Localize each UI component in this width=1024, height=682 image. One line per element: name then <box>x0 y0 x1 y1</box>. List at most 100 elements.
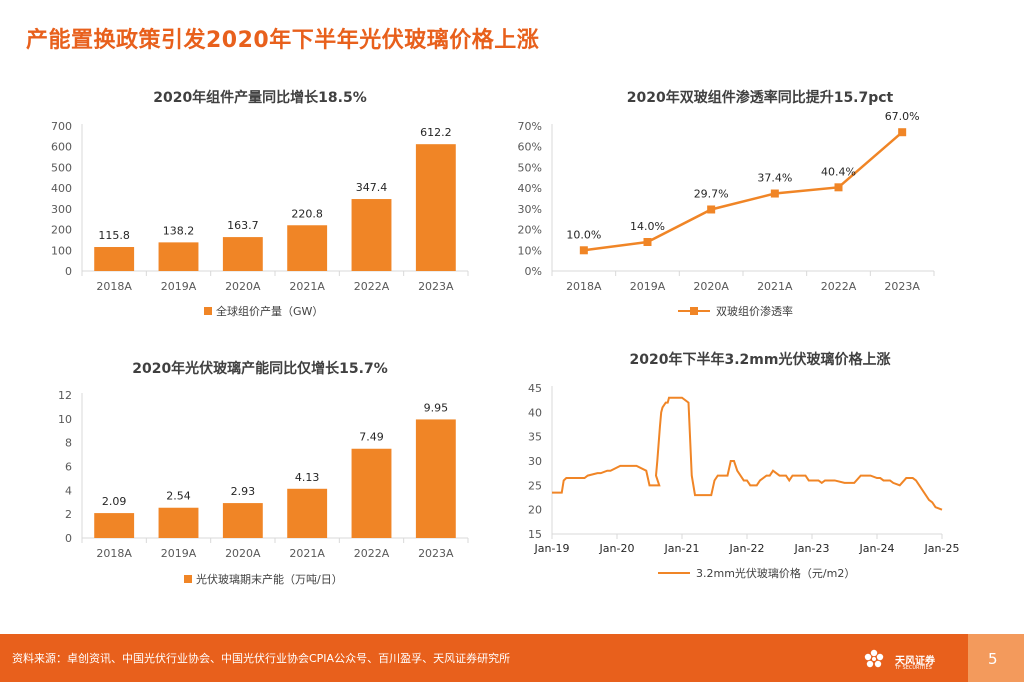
data-label: 9.95 <box>424 401 449 414</box>
y-tick-label: 500 <box>51 161 72 174</box>
y-tick-label: 100 <box>51 244 72 257</box>
chart-module-production-plot: 0 100 200 300 400 500 600 700 2018A 2019A 2020A 202… <box>51 120 469 318</box>
x-tick-label: 2019A <box>630 280 666 293</box>
legend-label: 光伏玻璃期末产能（万吨/日） <box>196 572 343 586</box>
y-tick-label: 40% <box>518 182 542 195</box>
x-tick-label: 2019A <box>161 280 197 293</box>
bar <box>415 419 456 538</box>
bar <box>287 488 328 538</box>
y-tick-label: 12 <box>58 389 72 402</box>
x-tick-label: Jan-23 <box>794 542 830 555</box>
y-tick-label: 8 <box>65 437 72 450</box>
data-point <box>770 189 779 198</box>
x-tick-label: Jan-20 <box>599 542 635 555</box>
chart-title: 2020年双玻组件渗透率同比提升15.7pct <box>626 90 894 106</box>
bar <box>351 199 392 271</box>
data-label: 347.4 <box>356 181 388 194</box>
chart-double-glass-penetration-plot: 0% 10% 20% 30% 40% 50% 60% 70% 2018A 2019A 2020A 20… <box>518 110 935 318</box>
footer-bar <box>0 634 1024 682</box>
chart-glass-capacity-plot: 0 2 4 6 8 10 12 2018A 2019A 2020A 2021A 2022A 2023A 2… <box>58 389 469 586</box>
data-label: 37.4% <box>757 172 792 185</box>
x-tick-label: Jan-22 <box>729 542 765 555</box>
source-note: 资料来源：卓创资讯、中国光伏行业协会、中国光伏行业协会CPIA公众号、百川盈孚、… <box>12 652 511 665</box>
data-label: 2.09 <box>102 495 127 508</box>
data-point <box>898 128 907 137</box>
y-tick-label: 300 <box>51 203 72 216</box>
y-tick-label: 10 <box>58 413 72 426</box>
y-tick-label: 40 <box>528 406 542 419</box>
bar <box>94 247 135 271</box>
data-label: 10.0% <box>566 228 601 241</box>
y-tick-label: 200 <box>51 224 72 237</box>
x-tick-label: 2023A <box>884 280 920 293</box>
data-point <box>834 183 843 192</box>
series-line <box>583 131 903 252</box>
bar <box>287 225 328 271</box>
x-tick-label: 2019A <box>161 547 197 560</box>
x-tick-label: 2022A <box>354 547 390 560</box>
bar <box>222 503 263 538</box>
logo-text: 天风证券 <box>895 656 935 667</box>
data-label: 4.13 <box>295 471 320 484</box>
y-tick-label: 0% <box>525 265 542 278</box>
y-tick-label: 600 <box>51 141 72 154</box>
legend-label: 3.2mm光伏玻璃价格（元/m2） <box>696 566 855 580</box>
chart-glass-price-plot: 15 20 25 30 35 40 45 Jan-19 Jan-20 Jan-21 Jan-22 Ja… <box>528 382 960 580</box>
bar <box>158 242 199 271</box>
x-tick-label: 2020A <box>693 280 729 293</box>
x-tick-label: 2023A <box>418 280 454 293</box>
legend-marker <box>690 307 698 315</box>
y-tick-label: 0 <box>65 532 72 545</box>
y-tick-label: 400 <box>51 182 72 195</box>
data-label: 40.4% <box>821 165 856 178</box>
data-point <box>579 246 588 255</box>
x-tick-label: Jan-21 <box>664 542 700 555</box>
x-tick-label: 2021A <box>757 280 793 293</box>
bar <box>351 448 392 538</box>
bar <box>415 144 456 271</box>
y-tick-label: 30% <box>518 203 542 216</box>
x-tick-label: 2021A <box>289 280 325 293</box>
y-tick-label: 50% <box>518 161 542 174</box>
chart-title: 2020年组件产量同比增长18.5% <box>153 90 367 106</box>
data-point <box>707 205 716 214</box>
legend-label: 全球组价产量（GW） <box>216 304 323 318</box>
bar <box>222 237 263 271</box>
y-tick-label: 15 <box>528 528 542 541</box>
chart-double-glass-penetration: 2020年双玻组件渗透率同比提升15.7pct 0% 10% 20% 30% 40% 50… <box>510 80 1010 330</box>
x-tick-label: 2021A <box>289 547 325 560</box>
x-tick-label: 2022A <box>821 280 857 293</box>
chart-module-production: 2020年组件产量同比增长18.5% 0 100 200 300 400 500 600 70… <box>20 80 500 330</box>
data-label: 2.93 <box>231 485 256 498</box>
x-tick-label: 2018A <box>96 280 132 293</box>
data-label: 29.7% <box>694 187 729 200</box>
y-tick-label: 10% <box>518 244 542 257</box>
tf-securities-logo-icon <box>864 649 884 668</box>
x-tick-label: Jan-24 <box>859 542 895 555</box>
chart-title: 2020年下半年3.2mm光伏玻璃价格上涨 <box>629 352 891 368</box>
data-label: 138.2 <box>163 224 195 237</box>
page-number-box <box>968 634 1024 682</box>
page-title: 产能置换政策引发2020年下半年光伏玻璃价格上涨 <box>26 28 540 53</box>
series-line <box>552 396 943 511</box>
x-tick-label: Jan-25 <box>924 542 960 555</box>
y-tick-label: 70% <box>518 120 542 133</box>
x-tick-label: 2020A <box>225 547 261 560</box>
y-tick-label: 45 <box>528 382 542 395</box>
data-point <box>643 238 652 246</box>
bar <box>94 513 135 538</box>
data-label: 115.8 <box>98 229 129 242</box>
data-label: 220.8 <box>291 207 323 220</box>
x-tick-label: 2020A <box>225 280 261 293</box>
y-tick-label: 700 <box>51 120 72 133</box>
chart-title: 2020年光伏玻璃产能同比仅增长15.7% <box>132 361 388 377</box>
legend-swatch <box>184 575 192 583</box>
logo-subtext: TF SECURITIES <box>895 665 932 671</box>
x-tick-label: 2018A <box>96 547 132 560</box>
y-tick-label: 6 <box>65 461 72 474</box>
x-tick-label: 2018A <box>566 280 602 293</box>
y-tick-label: 20% <box>518 224 542 237</box>
chart-glass-price: 2020年下半年3.2mm光伏玻璃价格上涨 15 20 25 30 35 40 45 Jan-… <box>510 340 1010 590</box>
data-label: 67.0% <box>885 110 920 123</box>
y-tick-label: 2 <box>65 508 72 521</box>
